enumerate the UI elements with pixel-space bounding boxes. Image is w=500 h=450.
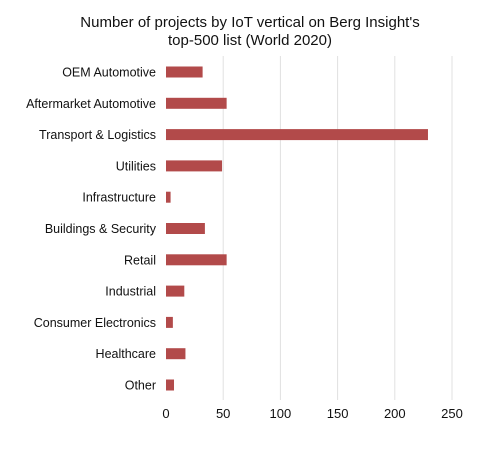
category-label: OEM Automotive [62, 66, 156, 80]
bar [166, 97, 227, 109]
bar [166, 316, 173, 328]
bar [166, 66, 203, 78]
bar [166, 254, 227, 266]
bar [166, 223, 205, 234]
bar [166, 285, 185, 297]
category-label: Transport & Logistics [39, 128, 156, 142]
x-tick-label: 150 [327, 406, 349, 421]
x-tick-label: 0 [162, 406, 169, 421]
x-tick-label: 200 [384, 406, 406, 421]
bar [166, 348, 186, 360]
category-label: Industrial [105, 285, 156, 299]
bar [166, 129, 428, 141]
chart-title: Number of projects by IoT vertical on Be… [0, 14, 500, 50]
category-label: Utilities [116, 159, 156, 173]
bar [166, 191, 171, 203]
bar [166, 379, 175, 391]
category-label: Retail [124, 253, 156, 267]
category-label: Consumer Electronics [34, 316, 156, 330]
chart-title-line-2: top-500 list (World 2020) [168, 32, 332, 49]
category-label: Healthcare [96, 347, 156, 361]
bar [166, 160, 223, 172]
category-label: Buildings & Security [45, 222, 157, 236]
x-tick-label: 50 [216, 406, 230, 421]
x-tick-label: 250 [441, 406, 463, 421]
category-label: Other [125, 379, 156, 393]
category-label: Infrastructure [82, 191, 156, 205]
x-tick-label: 100 [270, 406, 292, 421]
chart-title-line-1: Number of projects by IoT vertical on Be… [80, 14, 420, 31]
category-label: Aftermarket Automotive [26, 97, 156, 111]
